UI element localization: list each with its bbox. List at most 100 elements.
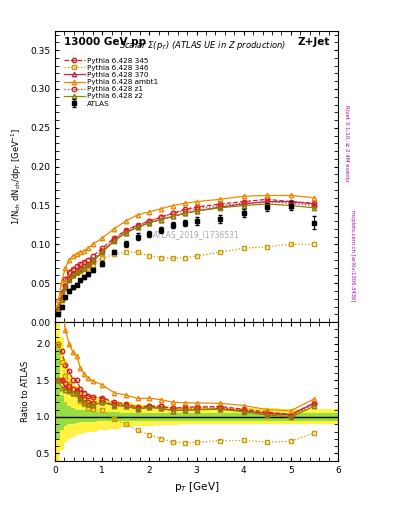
Pythia 6.428 ambt1 xyxy=(86,245,90,251)
Pythia 6.428 345 xyxy=(63,276,68,283)
Pythia 6.428 z2 xyxy=(100,249,105,255)
Pythia 6.428 z2 xyxy=(171,214,175,220)
Pythia 6.428 z2 xyxy=(241,202,246,208)
Pythia 6.428 ambt1 xyxy=(67,257,72,263)
Pythia 6.428 ambt1 xyxy=(312,195,317,201)
Pythia 6.428 z2 xyxy=(63,285,68,291)
Pythia 6.428 346 xyxy=(67,274,72,280)
Text: Z+Jet: Z+Jet xyxy=(297,36,329,47)
Pythia 6.428 346 xyxy=(56,304,61,310)
Pythia 6.428 z1 xyxy=(312,202,317,208)
Pythia 6.428 370 xyxy=(182,210,187,217)
Pythia 6.428 ambt1 xyxy=(135,212,140,218)
Line: Pythia 6.428 346: Pythia 6.428 346 xyxy=(56,242,317,309)
Pythia 6.428 z2 xyxy=(135,224,140,230)
Pythia 6.428 z2 xyxy=(265,201,270,207)
Pythia 6.428 z2 xyxy=(123,230,128,236)
Pythia 6.428 z2 xyxy=(78,267,83,273)
Pythia 6.428 ambt1 xyxy=(265,193,270,199)
Pythia 6.428 346 xyxy=(135,249,140,255)
Pythia 6.428 ambt1 xyxy=(63,265,68,271)
Pythia 6.428 z1 xyxy=(288,200,293,206)
Pythia 6.428 346 xyxy=(90,262,95,268)
Pythia 6.428 z2 xyxy=(74,269,79,275)
Pythia 6.428 370 xyxy=(86,262,90,268)
Pythia 6.428 z1 xyxy=(194,205,199,211)
Pythia 6.428 370 xyxy=(159,217,163,223)
Line: Pythia 6.428 z2: Pythia 6.428 z2 xyxy=(56,202,317,313)
Pythia 6.428 ambt1 xyxy=(194,199,199,205)
Pythia 6.428 z1 xyxy=(147,218,152,224)
Pythia 6.428 ambt1 xyxy=(78,249,83,255)
Pythia 6.428 ambt1 xyxy=(90,241,95,247)
Pythia 6.428 z1 xyxy=(63,283,68,289)
Pythia 6.428 ambt1 xyxy=(241,193,246,199)
Pythia 6.428 346 xyxy=(218,249,222,255)
Pythia 6.428 z2 xyxy=(194,208,199,214)
Pythia 6.428 370 xyxy=(171,214,175,220)
Pythia 6.428 370 xyxy=(265,199,270,205)
Pythia 6.428 ambt1 xyxy=(112,226,116,232)
Pythia 6.428 345 xyxy=(218,201,222,207)
Pythia 6.428 z2 xyxy=(218,205,222,211)
Pythia 6.428 346 xyxy=(59,292,64,298)
Pythia 6.428 345 xyxy=(312,200,317,206)
Pythia 6.428 z2 xyxy=(288,202,293,208)
Pythia 6.428 370 xyxy=(288,199,293,205)
Pythia 6.428 z1 xyxy=(218,202,222,208)
Pythia 6.428 345 xyxy=(100,245,105,251)
Pythia 6.428 z2 xyxy=(147,220,152,226)
Pythia 6.428 z2 xyxy=(67,277,72,283)
Legend: Pythia 6.428 345, Pythia 6.428 346, Pythia 6.428 370, Pythia 6.428 ambt1, Pythia: Pythia 6.428 345, Pythia 6.428 346, Pyth… xyxy=(64,58,158,106)
Pythia 6.428 ambt1 xyxy=(218,196,222,202)
Pythia 6.428 z1 xyxy=(100,247,105,253)
Pythia 6.428 370 xyxy=(135,224,140,230)
Pythia 6.428 ambt1 xyxy=(159,205,163,211)
Pythia 6.428 346 xyxy=(86,265,90,271)
Pythia 6.428 345 xyxy=(171,210,175,217)
Pythia 6.428 345 xyxy=(159,214,163,220)
Pythia 6.428 z2 xyxy=(86,262,90,268)
Pythia 6.428 ambt1 xyxy=(100,235,105,241)
Pythia 6.428 370 xyxy=(218,204,222,210)
Pythia 6.428 345 xyxy=(90,253,95,259)
Pythia 6.428 346 xyxy=(63,280,68,286)
Pythia 6.428 z1 xyxy=(171,210,175,217)
Pythia 6.428 ambt1 xyxy=(171,202,175,208)
Y-axis label: 1/N$_{\rm ch}$ dN$_{\rm ch}$/dp$_T$ [GeV$^{-1}$]: 1/N$_{\rm ch}$ dN$_{\rm ch}$/dp$_T$ [GeV… xyxy=(10,127,24,225)
Pythia 6.428 ambt1 xyxy=(59,279,64,285)
Pythia 6.428 346 xyxy=(182,254,187,261)
Pythia 6.428 345 xyxy=(265,196,270,202)
Pythia 6.428 370 xyxy=(100,249,105,255)
Pythia 6.428 370 xyxy=(74,268,79,274)
Pythia 6.428 345 xyxy=(78,261,83,267)
Pythia 6.428 370 xyxy=(78,266,83,272)
Pythia 6.428 346 xyxy=(100,255,105,262)
Text: mcplots.cern.ch [arXiv:1306.3436]: mcplots.cern.ch [arXiv:1306.3436] xyxy=(350,210,355,302)
Pythia 6.428 370 xyxy=(147,220,152,226)
Pythia 6.428 370 xyxy=(90,259,95,265)
Pythia 6.428 346 xyxy=(71,272,75,279)
Pythia 6.428 346 xyxy=(112,251,116,258)
Pythia 6.428 ambt1 xyxy=(182,200,187,206)
Pythia 6.428 345 xyxy=(135,222,140,228)
Pythia 6.428 346 xyxy=(312,241,317,247)
Pythia 6.428 ambt1 xyxy=(56,297,61,304)
Pythia 6.428 345 xyxy=(56,304,61,310)
Pythia 6.428 z2 xyxy=(112,238,116,244)
Pythia 6.428 346 xyxy=(147,253,152,259)
Pythia 6.428 345 xyxy=(194,204,199,210)
Pythia 6.428 z1 xyxy=(82,263,86,269)
Pythia 6.428 370 xyxy=(312,201,317,207)
Pythia 6.428 z1 xyxy=(159,214,163,220)
Pythia 6.428 z2 xyxy=(312,205,317,211)
Text: Scalar Σ(p$_T$) (ATLAS UE in Z production): Scalar Σ(p$_T$) (ATLAS UE in Z productio… xyxy=(119,39,286,52)
Pythia 6.428 345 xyxy=(288,199,293,205)
Pythia 6.428 z1 xyxy=(56,307,61,313)
Pythia 6.428 345 xyxy=(112,235,116,241)
Pythia 6.428 ambt1 xyxy=(123,218,128,224)
Pythia 6.428 370 xyxy=(82,265,86,271)
Text: 13000 GeV pp: 13000 GeV pp xyxy=(64,36,146,47)
Pythia 6.428 370 xyxy=(241,201,246,207)
Pythia 6.428 346 xyxy=(159,254,163,261)
